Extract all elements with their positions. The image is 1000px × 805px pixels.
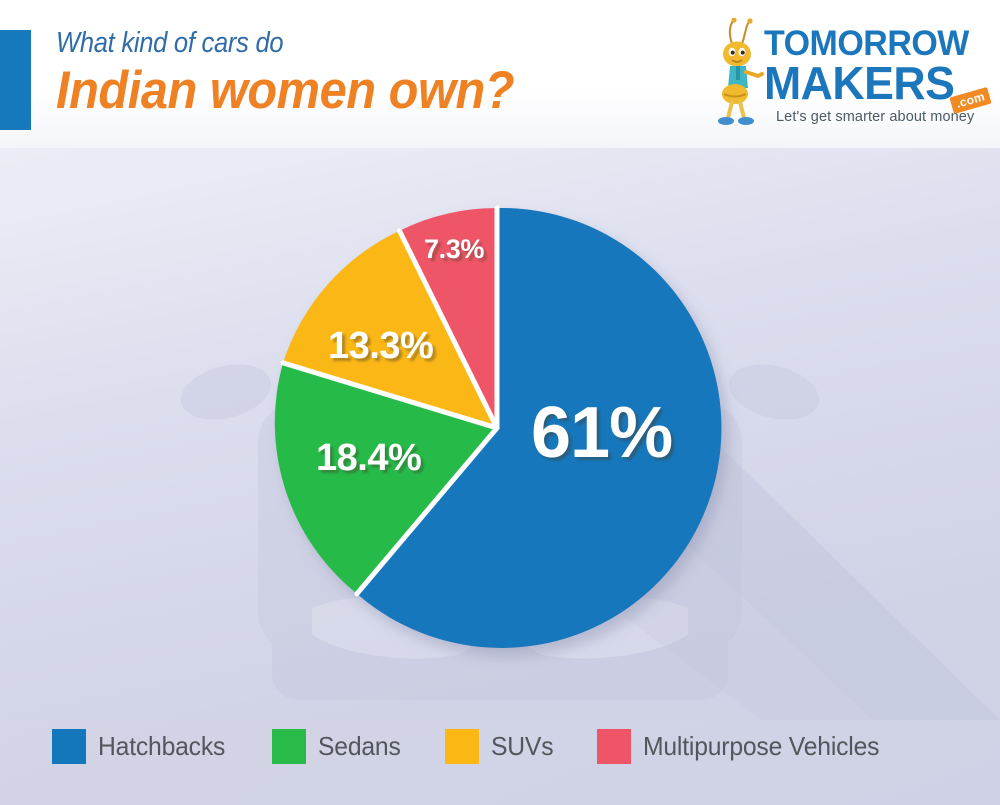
logo-name-line1: TOMORROW <box>764 24 969 63</box>
legend-swatch-multipurpose-vehicles <box>596 728 631 764</box>
pie-label-sedans: 18.4% <box>316 437 422 479</box>
legend-label-multipurpose-vehicles: Multipurpose Vehicles <box>642 730 879 761</box>
legend-item-suvs[interactable]: SUVs <box>444 728 557 764</box>
pie-label-multipurpose-vehicles: 7.3% <box>424 234 484 264</box>
pie-label-hatchbacks: 61% <box>531 393 673 473</box>
legend-item-hatchbacks[interactable]: Hatchbacks <box>52 728 232 764</box>
logo-name-line2: MAKERS <box>764 57 955 110</box>
legend-item-sedans[interactable]: Sedans <box>271 728 405 764</box>
brand-logo[interactable]: TOMORROW MAKERS Let's get smarter about … <box>702 14 992 132</box>
page-title: What kind of cars do Indian women own? <box>56 27 696 120</box>
legend-swatch-suvs <box>444 728 479 764</box>
page-title-line1: What kind of cars do <box>56 27 284 59</box>
chart-legend: Hatchbacks Sedans SUVs Multipurpose Vehi… <box>0 718 1000 774</box>
legend-label-suvs: SUVs <box>490 730 554 761</box>
header-accent-bar <box>0 30 31 130</box>
logo-tagline: Let's get smarter about money <box>776 108 975 125</box>
pie-label-suvs: 13.3% <box>328 325 434 367</box>
legend-swatch-sedans <box>271 728 306 764</box>
legend-swatch-hatchbacks <box>52 728 86 764</box>
legend-label-sedans: Sedans <box>317 730 401 761</box>
header: What kind of cars do Indian women own? <box>0 0 1000 148</box>
legend-label-hatchbacks: Hatchbacks <box>98 730 226 761</box>
logo-wordmark: TOMORROW MAKERS Let's get smarter about … <box>764 24 992 125</box>
legend-item-multipurpose-vehicles[interactable]: Multipurpose Vehicles <box>596 728 892 764</box>
page-title-line2: Indian women own? <box>56 61 515 121</box>
bee-mascot-icon <box>718 18 764 125</box>
